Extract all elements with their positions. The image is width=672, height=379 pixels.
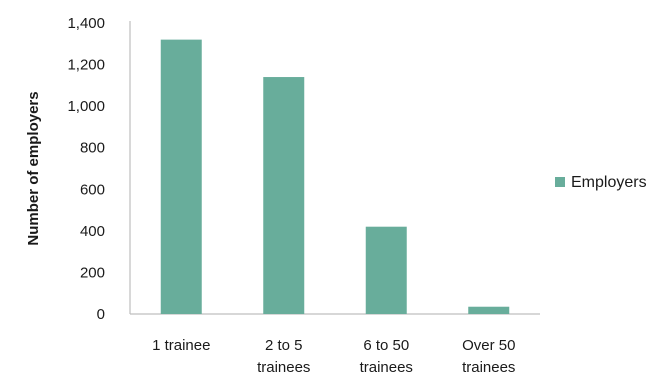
legend: Employers xyxy=(555,174,647,191)
y-tick-label: 400 xyxy=(80,223,105,240)
y-tick-label: 800 xyxy=(80,140,105,157)
y-tick-label: 200 xyxy=(80,264,105,281)
x-tick-label: 6 to 50 xyxy=(363,337,409,354)
legend-swatch xyxy=(555,177,565,187)
x-tick-label: 2 to 5 xyxy=(265,337,303,354)
bar xyxy=(263,77,305,315)
bar xyxy=(468,306,510,314)
y-tick-label: 1,200 xyxy=(67,57,105,74)
x-tick-label: trainees xyxy=(462,359,515,376)
bar xyxy=(160,39,202,314)
bar xyxy=(365,226,407,314)
x-tick-label: 1 trainee xyxy=(152,337,210,354)
legend-label: Employers xyxy=(571,174,647,191)
y-axis-title: Number of employers xyxy=(25,91,42,245)
y-tick-label: 1,000 xyxy=(67,98,105,115)
x-tick-label: trainees xyxy=(360,359,413,376)
y-tick-label: 0 xyxy=(97,306,105,323)
bar-series xyxy=(160,39,510,315)
y-tick-label: 600 xyxy=(80,181,105,198)
x-tick-label: Over 50 xyxy=(462,337,515,354)
y-tick-label: 1,400 xyxy=(67,15,105,32)
y-axis-ticks: 0 200 400 600 800 1,000 1,200 1,400 xyxy=(67,15,105,323)
x-tick-label: trainees xyxy=(257,359,310,376)
x-axis-tick-labels: 1 trainee 2 to 5 trainees 6 to 50 trainees Ov… xyxy=(152,337,515,376)
